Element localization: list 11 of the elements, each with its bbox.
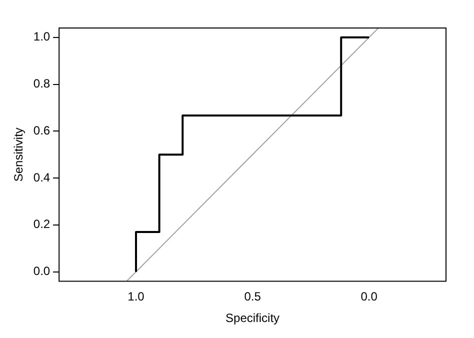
x-tick-label: 1.0 [128, 290, 145, 304]
y-tick-label: 0.0 [33, 264, 50, 278]
x-axis-title: Specificity [226, 311, 280, 326]
y-tick-label: 0.4 [33, 170, 50, 184]
y-tick-label: 0.6 [33, 123, 50, 138]
y-tick-label: 1.0 [33, 30, 50, 44]
y-tick-label: 0.8 [33, 76, 50, 91]
y-tick-label: 0.2 [33, 217, 50, 232]
x-tick-label: 0.0 [360, 290, 378, 304]
x-tick-label: 0.5 [244, 290, 262, 304]
y-axis-title: Sensitivity [12, 128, 26, 182]
